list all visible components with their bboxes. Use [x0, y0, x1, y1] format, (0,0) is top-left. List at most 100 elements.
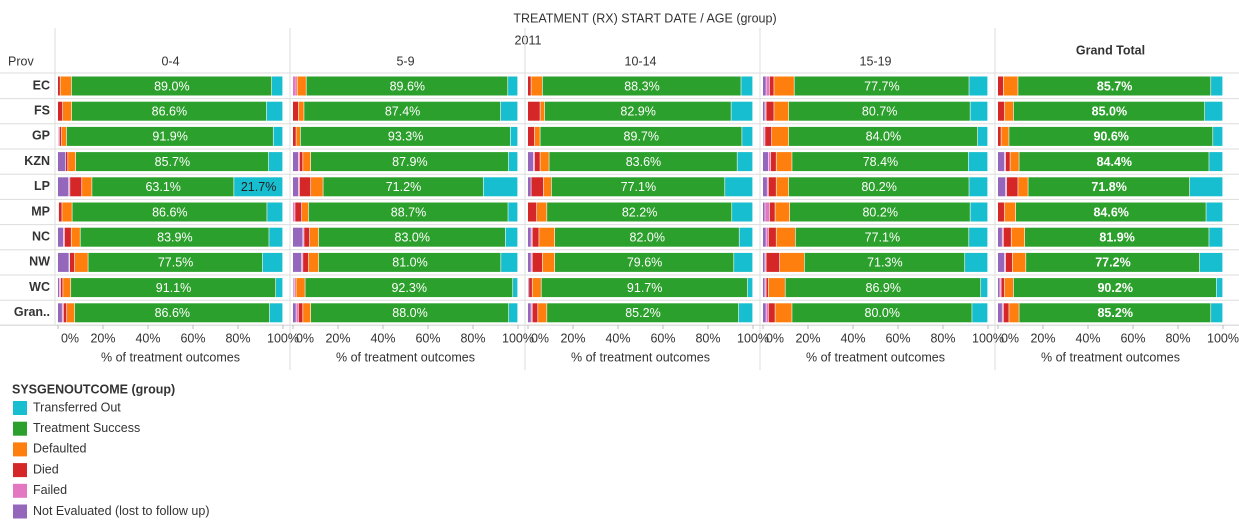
bar-segment — [776, 152, 792, 172]
bar-segment — [776, 227, 796, 247]
x-axis-label: % of treatment outcomes — [571, 350, 710, 364]
bar-segment — [293, 252, 302, 272]
bar-segment — [804, 252, 965, 272]
bar-segment — [509, 303, 518, 323]
value-label: 88.3% — [624, 79, 659, 93]
panel-header: 0-4 — [161, 54, 179, 68]
x-tick-label: 40% — [840, 331, 865, 345]
bar-segment — [58, 278, 60, 298]
row-label: MP — [31, 204, 50, 218]
bar-segment — [779, 252, 805, 272]
x-tick-label: 20% — [325, 331, 350, 345]
bar-segment — [1012, 252, 1026, 272]
bar-segment — [792, 303, 972, 323]
bar-segment — [541, 278, 748, 298]
value-label: 83.6% — [626, 155, 661, 169]
bar-segment — [318, 227, 506, 247]
value-label: 90.6% — [1093, 130, 1128, 144]
bar-segment — [788, 101, 970, 121]
bar-segment — [1004, 202, 1016, 222]
bar-segment — [80, 227, 269, 247]
bar-segment — [763, 278, 765, 298]
bar-segment — [311, 177, 323, 197]
bar-segment — [788, 177, 969, 197]
bar-segment — [528, 202, 537, 222]
bar-segment — [765, 101, 766, 121]
bar-segment — [1010, 152, 1019, 172]
x-tick-label: 40% — [370, 331, 395, 345]
bar-segment — [528, 152, 534, 172]
legend-label: Treatment Success — [33, 421, 140, 435]
bar-segment — [508, 202, 518, 222]
bar-segment — [1211, 76, 1223, 96]
bar-segment — [725, 177, 753, 197]
bar-segment — [1000, 278, 1001, 298]
bar-segment — [1018, 76, 1211, 96]
value-label: 82.2% — [622, 205, 657, 219]
bar-segment — [766, 278, 769, 298]
bar-segment — [304, 227, 310, 247]
x-tick-label: 40% — [135, 331, 160, 345]
value-label: 85.7% — [1097, 79, 1132, 93]
bar-segment — [1025, 227, 1209, 247]
bar-segment — [766, 76, 770, 96]
bar-segment — [308, 252, 319, 272]
x-tick-label: 80% — [695, 331, 720, 345]
bar-segment — [1189, 177, 1223, 197]
value-label: 78.4% — [863, 155, 898, 169]
bar-segment — [303, 152, 311, 172]
bar-segment — [768, 278, 785, 298]
bar-segment — [76, 152, 269, 172]
bar-segment — [59, 278, 61, 298]
bar-segment — [542, 252, 555, 272]
bar-segment — [88, 252, 263, 272]
bar-segment — [510, 126, 518, 146]
bar-segment — [540, 101, 545, 121]
row-label: WC — [29, 280, 50, 294]
legend-swatch — [13, 463, 27, 478]
bar-segment — [63, 278, 71, 298]
bar-segment — [74, 303, 270, 323]
bar-segment — [58, 101, 63, 121]
bar-segment — [998, 126, 1001, 146]
bar-segment — [540, 126, 742, 146]
bar-segment — [1028, 177, 1190, 197]
bar-segment — [528, 227, 531, 247]
bar-segment — [998, 152, 1005, 172]
bar-segment — [71, 76, 272, 96]
bar-segment — [1003, 76, 1018, 96]
legend-swatch — [13, 401, 27, 415]
bar-segment — [58, 252, 69, 272]
bar-segment — [268, 152, 283, 172]
bar-segment — [1209, 227, 1223, 247]
bar-segment — [763, 252, 765, 272]
bar-segment — [528, 278, 529, 298]
bar-segment — [763, 101, 765, 121]
bar-segment — [528, 101, 540, 121]
bar-segment — [766, 227, 769, 247]
bar-segment — [302, 202, 309, 222]
value-label: 85.2% — [1097, 306, 1132, 320]
bar-segment — [528, 76, 531, 96]
bar-segment — [551, 177, 725, 197]
value-label: 93.3% — [388, 130, 423, 144]
bar-segment — [529, 278, 532, 298]
legend-label: Died — [33, 462, 59, 476]
bar-segment — [1013, 278, 1217, 298]
x-tick-label: 0% — [61, 331, 79, 345]
value-label: 80.2% — [861, 180, 896, 194]
bar-segment — [58, 177, 69, 197]
x-tick-label: 60% — [1120, 331, 1145, 345]
bar-segment — [532, 278, 541, 298]
bar-segment — [59, 126, 62, 146]
x-tick-label: 60% — [415, 331, 440, 345]
bar-segment — [972, 303, 988, 323]
bar-segment — [532, 252, 543, 272]
row-label: NC — [32, 229, 50, 243]
bar-segment — [71, 227, 80, 247]
bar-segment — [262, 252, 283, 272]
x-tick-label: 80% — [225, 331, 250, 345]
value-label: 89.0% — [154, 79, 189, 93]
x-tick-label: 80% — [1165, 331, 1190, 345]
